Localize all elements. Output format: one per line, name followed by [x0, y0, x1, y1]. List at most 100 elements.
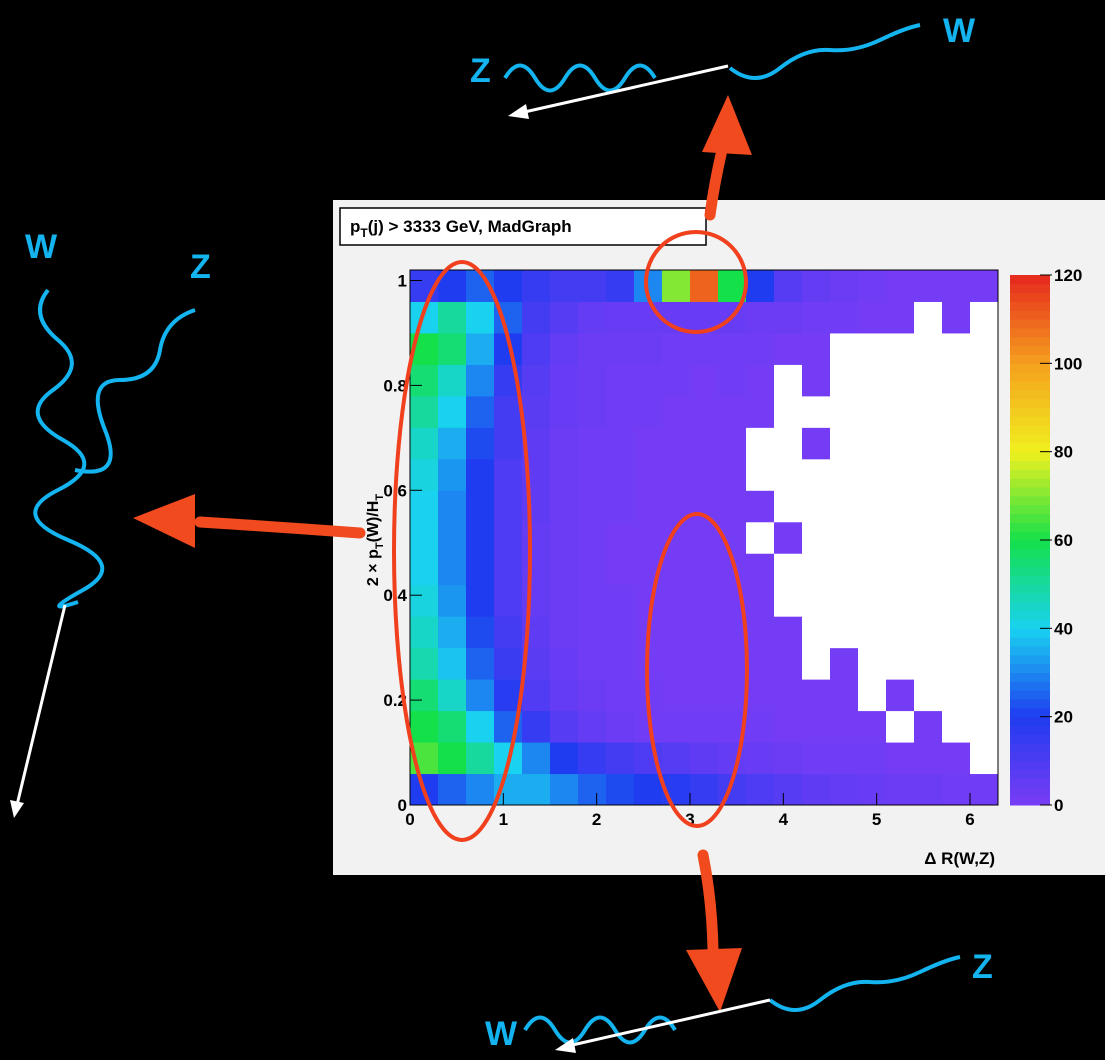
cell	[438, 553, 467, 586]
ylabel-sub: T	[374, 542, 386, 549]
cell	[438, 521, 467, 554]
colorbar-tick-label: 60	[1054, 531, 1073, 550]
cell	[522, 742, 551, 775]
cell	[830, 364, 859, 397]
cell	[578, 553, 607, 586]
cell	[886, 742, 915, 775]
cell	[494, 395, 523, 428]
red-arrowhead	[133, 494, 195, 548]
cell	[438, 773, 467, 806]
cell	[550, 616, 579, 649]
cell	[606, 742, 635, 775]
cell	[942, 742, 971, 775]
cell	[438, 742, 467, 775]
cell	[550, 490, 579, 523]
cell	[858, 679, 887, 712]
x-axis-label: Δ R(W,Z)	[924, 849, 995, 868]
cell	[662, 395, 691, 428]
cell	[858, 395, 887, 428]
boson-line	[74, 308, 196, 474]
cell	[942, 427, 971, 460]
cell	[774, 647, 803, 680]
cell	[970, 364, 999, 397]
boson-line	[768, 955, 961, 1012]
colorbar-step	[1010, 734, 1050, 744]
boson-line	[523, 1015, 677, 1045]
cell	[690, 647, 719, 680]
cell	[746, 647, 775, 680]
colorbar-step	[1010, 336, 1050, 347]
colorbar-step	[1010, 646, 1050, 656]
cell	[578, 647, 607, 680]
cell	[410, 395, 439, 428]
cell	[858, 521, 887, 554]
cell	[634, 332, 663, 365]
cell	[802, 679, 831, 712]
cell	[578, 616, 607, 649]
cell	[690, 395, 719, 428]
cell	[942, 647, 971, 680]
cell	[942, 679, 971, 712]
cell	[774, 742, 803, 775]
cell	[858, 490, 887, 523]
colorbar-step	[1010, 460, 1050, 470]
cell	[746, 553, 775, 586]
cell	[578, 773, 607, 806]
cell	[578, 458, 607, 491]
cell	[438, 364, 467, 397]
cell	[578, 679, 607, 712]
cell	[634, 584, 663, 617]
cell	[494, 584, 523, 617]
cell	[830, 616, 859, 649]
cell	[438, 301, 467, 334]
cell	[690, 679, 719, 712]
cell	[746, 521, 775, 554]
cell	[886, 553, 915, 586]
y-tick-label: 1	[398, 271, 407, 290]
cell	[634, 773, 663, 806]
cell	[634, 364, 663, 397]
momentum-arrow	[519, 64, 729, 115]
cell	[550, 647, 579, 680]
cell	[802, 301, 831, 334]
cell	[970, 616, 999, 649]
cell	[606, 521, 635, 554]
x-tick-label: 5	[872, 810, 881, 829]
cell	[914, 616, 943, 649]
colorbar-step	[1010, 778, 1050, 788]
cell	[410, 521, 439, 554]
cell	[942, 616, 971, 649]
colorbar-step	[1010, 451, 1050, 461]
momentum-arrow	[567, 998, 771, 1048]
cell	[438, 395, 467, 428]
red-arrow	[697, 849, 719, 956]
cell	[942, 458, 971, 491]
colorbar-tick-label: 80	[1054, 443, 1073, 462]
colorbar-step	[1010, 610, 1050, 620]
cell	[494, 427, 523, 460]
highlight-ellipse	[392, 260, 532, 842]
cell	[802, 710, 831, 743]
colorbar-step	[1010, 328, 1050, 338]
cell	[522, 553, 551, 586]
cell	[970, 742, 999, 775]
cell	[494, 553, 523, 586]
cell	[970, 490, 999, 523]
cell	[718, 427, 747, 460]
cell	[970, 647, 999, 680]
cell	[662, 679, 691, 712]
colorbar-tick-label: 0	[1054, 796, 1063, 815]
cell	[858, 301, 887, 334]
cell	[746, 490, 775, 523]
cell	[774, 679, 803, 712]
cell	[466, 679, 495, 712]
colorbar-step	[1010, 319, 1050, 329]
cell	[606, 553, 635, 586]
cell	[662, 553, 691, 586]
cell	[550, 553, 579, 586]
cell	[858, 647, 887, 680]
colorbar-step	[1010, 363, 1050, 373]
colorbar-step	[1010, 690, 1050, 700]
cell	[886, 710, 915, 743]
